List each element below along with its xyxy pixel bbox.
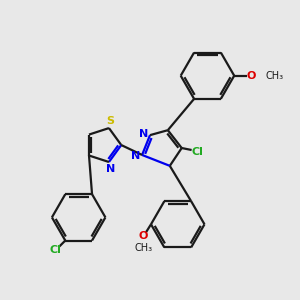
Text: CH₃: CH₃: [134, 243, 152, 253]
Text: O: O: [138, 231, 148, 241]
Text: CH₃: CH₃: [266, 71, 284, 81]
Text: Cl: Cl: [50, 245, 61, 255]
Text: N: N: [106, 164, 116, 174]
Text: S: S: [106, 116, 114, 126]
Text: N: N: [130, 151, 140, 161]
Text: O: O: [246, 71, 256, 81]
Text: N: N: [140, 129, 149, 139]
Text: Cl: Cl: [192, 147, 203, 157]
